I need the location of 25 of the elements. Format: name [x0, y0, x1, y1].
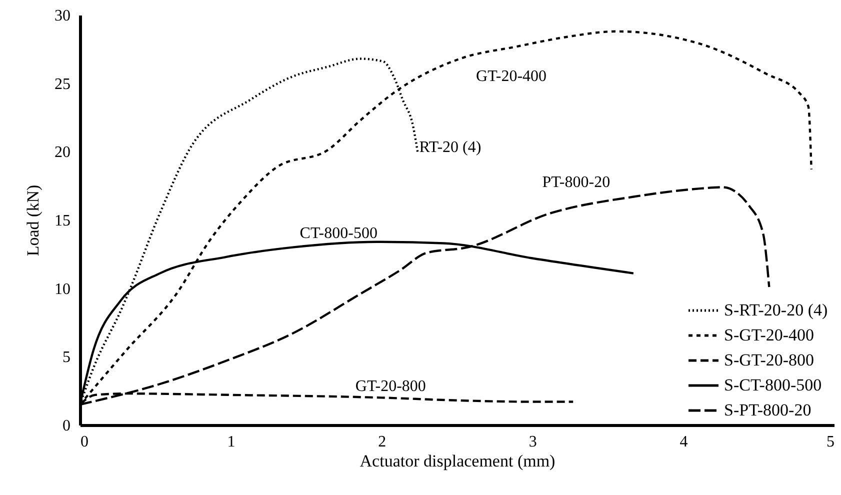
y-tick-label: 5: [62, 349, 70, 366]
annotation: PT-800-20: [542, 174, 610, 191]
annotation: GT-20-800: [355, 378, 426, 396]
legend-label: S-CT-800-500: [724, 376, 822, 394]
x-tick-label: 0: [80, 434, 88, 450]
legend-label: S-GT-20-400: [724, 326, 814, 344]
x-tick-label: 1: [227, 434, 236, 450]
x-tick-label: 3: [528, 434, 537, 450]
y-tick-label: 25: [54, 76, 70, 93]
annotation: GT-20-400: [476, 68, 547, 86]
y-tick-label: 20: [54, 144, 70, 162]
y-axis-title: Load (kN): [24, 184, 42, 256]
y-tick-label: 15: [54, 212, 70, 230]
legend-label: S-GT-20-800: [724, 350, 814, 370]
annotation: CT-800-500: [300, 225, 378, 242]
legend-label: S-RT-20-20 (4): [724, 300, 828, 320]
x-tick-label: 5: [826, 434, 834, 450]
x-axis-title: Actuator displacement (mm): [360, 452, 556, 470]
x-tick-label: 2: [378, 434, 386, 450]
y-tick-label: 0: [62, 418, 70, 434]
x-tick-label: 4: [680, 434, 688, 450]
y-tick-label: 30: [54, 8, 70, 24]
y-tick-label: 10: [54, 280, 70, 298]
legend-label: S-PT-800-20: [724, 400, 812, 420]
annotation: RT-20 (4): [419, 139, 482, 156]
